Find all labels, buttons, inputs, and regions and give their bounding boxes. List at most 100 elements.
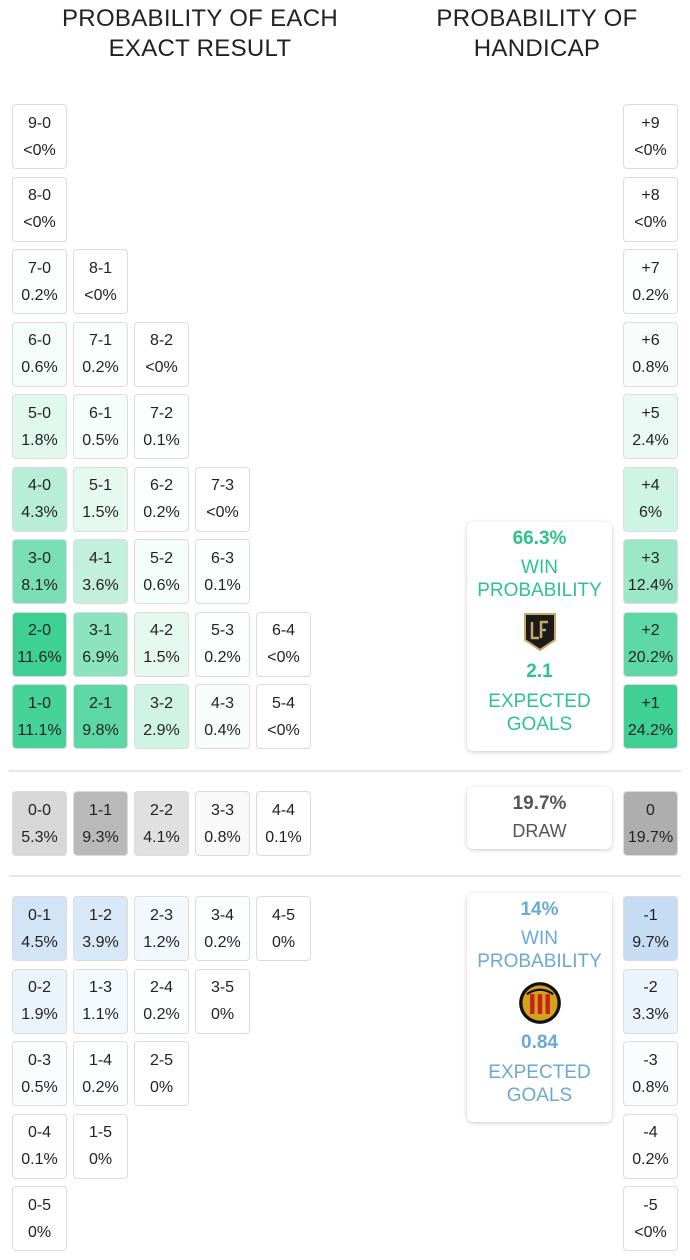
cell-value: 0.1% xyxy=(265,828,302,846)
cell-value: 2.9% xyxy=(143,721,180,739)
cell-label: 4-1 xyxy=(88,549,113,567)
cell-value: <0% xyxy=(634,1223,667,1241)
cell-label: 0-0 xyxy=(27,801,52,819)
cell-value: 1.2% xyxy=(143,933,180,951)
cell-value: 24.2% xyxy=(627,721,674,739)
cell-label: 6-4 xyxy=(271,622,296,639)
score-cell-3-3: 3-3 0.8% xyxy=(195,791,250,856)
cell-value: 5.3% xyxy=(21,828,58,846)
cell-label: 8-1 xyxy=(88,259,113,277)
cell-label: +1 xyxy=(641,694,660,712)
cell-value: 4.1% xyxy=(143,828,180,846)
cell-value: <0% xyxy=(206,504,239,521)
cell-value: 0.6% xyxy=(143,576,180,594)
cell-value: 0.2% xyxy=(82,1078,119,1096)
cell-value: 0.5% xyxy=(82,431,119,449)
score-cell-7-3: 7-3 <0% xyxy=(195,466,250,532)
cell-value: 9.3% xyxy=(82,828,119,846)
score-cell-0-5: 0-5 0% xyxy=(12,1186,67,1251)
cell-label: 2-1 xyxy=(88,694,113,712)
score-cell-1-1: 1-1 9.3% xyxy=(73,791,128,856)
score-cell-5-1: 5-1 1.5% xyxy=(73,466,128,532)
cell-label: -3 xyxy=(643,1051,658,1069)
cell-label: 5-0 xyxy=(27,404,52,422)
cell-value: 3.9% xyxy=(82,933,119,951)
exact-result-title: PROBABILITY OF EACH EXACT RESULT xyxy=(62,5,338,62)
cell-label: 1-1 xyxy=(88,801,113,819)
lafc-crest-icon xyxy=(523,613,556,652)
handicap-cell--1: -1 9.7% xyxy=(623,896,678,961)
cell-value: 6% xyxy=(638,504,663,521)
cell-value: 0.2% xyxy=(143,504,180,521)
score-cell-2-4: 2-4 0.2% xyxy=(134,968,189,1034)
cell-label: 7-0 xyxy=(27,259,52,277)
handicap-cell-0: 0 19.7% xyxy=(623,791,678,856)
handicap-cell-+6: +6 0.8% xyxy=(623,321,678,387)
cell-value: 1.8% xyxy=(21,431,58,449)
score-cell-1-4: 1-4 0.2% xyxy=(73,1041,128,1106)
away-win-probability: 14% xyxy=(520,899,559,920)
draw-summary-card: 19.7% DRAW xyxy=(467,787,612,849)
cell-value: 0.4% xyxy=(204,721,241,739)
score-cell-8-1: 8-1 <0% xyxy=(73,249,128,314)
cell-value: 1.5% xyxy=(82,504,119,521)
away-win-label: WIN xyxy=(521,928,558,949)
score-cell-6-0: 6-0 0.6% xyxy=(12,321,67,387)
home-probability-label: PROBABILITY xyxy=(477,580,602,601)
score-cell-4-5: 4-5 0% xyxy=(256,896,311,961)
cell-value: 4.5% xyxy=(21,933,58,951)
cell-label: 7-1 xyxy=(88,332,113,349)
cell-value: 0.2% xyxy=(21,286,58,304)
cell-value: 0.2% xyxy=(632,1151,669,1168)
cell-label: 0-4 xyxy=(27,1124,52,1141)
cell-value: 0.5% xyxy=(21,1078,58,1096)
cell-label: 0-2 xyxy=(27,979,52,996)
cell-label: 5-4 xyxy=(271,694,296,712)
score-cell-8-0: 8-0 <0% xyxy=(12,176,67,242)
score-cell-7-2: 7-2 0.1% xyxy=(134,394,189,459)
cell-label: 2-3 xyxy=(149,906,174,924)
cell-value: 12.4% xyxy=(627,576,674,594)
cell-label: 3-1 xyxy=(88,622,113,639)
cell-label: 4-5 xyxy=(271,906,296,924)
cell-label: +5 xyxy=(641,404,660,422)
cell-value: 0.8% xyxy=(632,359,669,376)
score-cell-1-0: 1-0 11.1% xyxy=(12,684,67,749)
score-cell-7-0: 7-0 0.2% xyxy=(12,249,67,314)
score-cell-3-2: 3-2 2.9% xyxy=(134,684,189,749)
score-cell-4-0: 4-0 4.3% xyxy=(12,466,67,532)
score-cell-0-4: 0-4 0.1% xyxy=(12,1113,67,1179)
score-cell-2-0: 2-0 11.6% xyxy=(12,611,67,677)
cell-label: 0-3 xyxy=(27,1051,52,1069)
score-cell-5-3: 5-3 0.2% xyxy=(195,611,250,677)
cell-label: 3-0 xyxy=(27,549,52,567)
cell-label: 0 xyxy=(646,801,655,819)
cell-value: 0.2% xyxy=(204,649,241,666)
cell-label: 1-3 xyxy=(88,979,113,996)
cell-label: 8-2 xyxy=(149,332,174,349)
cell-value: <0% xyxy=(634,214,667,231)
score-cell-4-3: 4-3 0.4% xyxy=(195,684,250,749)
cell-label: 7-3 xyxy=(210,477,235,494)
score-cell-4-2: 4-2 1.5% xyxy=(134,611,189,677)
cell-value: 0% xyxy=(271,933,296,951)
handicap-cell--4: -4 0.2% xyxy=(623,1113,678,1179)
cell-label: 5-1 xyxy=(88,477,113,494)
cell-value: <0% xyxy=(84,286,117,304)
cell-label: +9 xyxy=(641,114,660,132)
cell-label: 2-0 xyxy=(27,622,52,639)
cell-label: 3-3 xyxy=(210,801,235,819)
cell-label: 9-0 xyxy=(27,114,52,132)
cell-label: +4 xyxy=(641,477,660,494)
score-cell-1-3: 1-3 1.1% xyxy=(73,968,128,1034)
score-cell-0-2: 0-2 1.9% xyxy=(12,968,67,1034)
divider xyxy=(9,770,681,772)
cell-value: 1.5% xyxy=(143,649,180,666)
cell-value: 8.1% xyxy=(21,576,58,594)
score-cell-0-3: 0-3 0.5% xyxy=(12,1041,67,1106)
draw-probability: 19.7% xyxy=(512,793,567,814)
cell-value: 2.4% xyxy=(632,431,669,449)
cell-value: 9.7% xyxy=(632,933,669,951)
score-cell-4-1: 4-1 3.6% xyxy=(73,539,128,604)
cell-value: 0% xyxy=(149,1078,174,1096)
